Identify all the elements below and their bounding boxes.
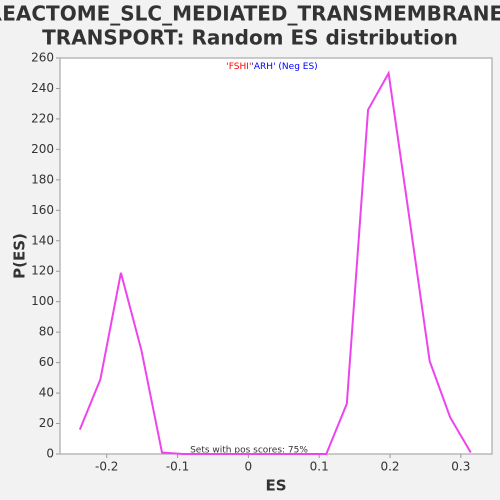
y-tick-label: 20 [39, 416, 54, 430]
x-tick-label: 0 [245, 460, 253, 474]
y-tick-label: 80 [39, 325, 54, 339]
legend-entry: 'ARH' (Neg ES) [251, 62, 317, 72]
y-tick-label: 40 [39, 386, 54, 400]
y-tick-label: 220 [31, 111, 54, 125]
y-tick-label: 0 [46, 447, 54, 461]
y-tick-label: 160 [31, 203, 54, 217]
y-tick-label: 240 [31, 81, 54, 95]
y-tick-label: 140 [31, 233, 54, 247]
chart-title: TRANSPORT: Random ES distribution [42, 26, 458, 50]
chart-title: REACTOME_SLC_MEDIATED_TRANSMEMBRANE_ [0, 2, 500, 26]
y-axis-label: P(ES) [11, 233, 29, 279]
x-tick-label: 0.2 [380, 460, 399, 474]
legend-entry: 'FSHI' [226, 62, 251, 72]
x-tick-label: 0.1 [310, 460, 329, 474]
series-line [78, 70, 472, 455]
y-tick-label: 120 [31, 264, 54, 278]
y-tick-label: 200 [31, 142, 54, 156]
y-tick-label: 100 [31, 294, 54, 308]
y-tick-label: 60 [39, 355, 54, 369]
x-axis-label: ES [265, 477, 286, 495]
y-tick-label: 260 [31, 51, 54, 65]
x-tick-label: -0.1 [166, 460, 189, 474]
plot-area [59, 57, 493, 455]
y-tick-label: 180 [31, 172, 54, 186]
legend: 'FSHI''ARH' (Neg ES) [226, 62, 317, 72]
x-tick-label: 0.3 [451, 460, 470, 474]
annotation: Sets with pos scores: 75% [190, 446, 308, 456]
x-tick-label: -0.2 [95, 460, 118, 474]
